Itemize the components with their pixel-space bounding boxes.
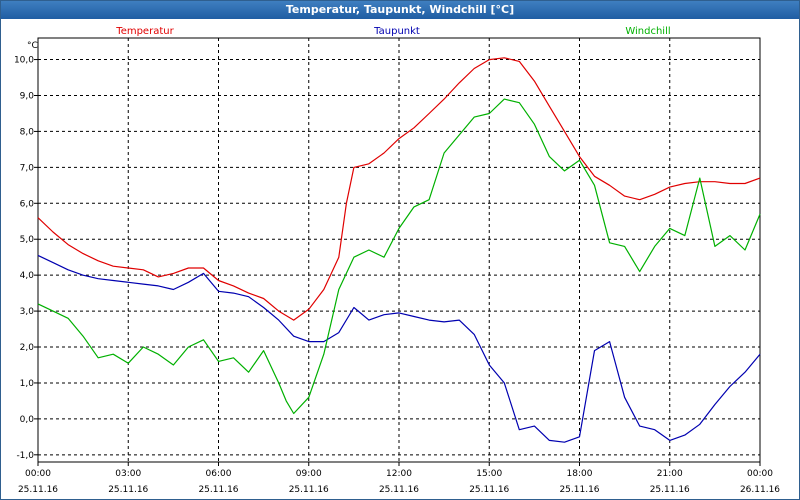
x-tick-date: 25.11.16 — [108, 485, 148, 495]
x-tick-date: 26.11.16 — [740, 485, 780, 495]
x-tick-time: 09:00 — [296, 469, 322, 479]
x-tick-date: 25.11.16 — [559, 485, 599, 495]
legend: Temperatur Taupunkt Windchill — [115, 26, 670, 37]
legend-entry-temperatur: Temperatur — [115, 26, 174, 37]
series-lines — [37, 57, 761, 443]
x-tick-date: 25.11.16 — [650, 485, 690, 495]
y-tick-label: 2,0 — [20, 343, 35, 353]
legend-entry-taupunkt: Taupunkt — [373, 26, 420, 37]
y-tick-label: -1,0 — [16, 451, 34, 461]
x-tick-time: 06:00 — [206, 469, 232, 479]
y-tick-labels: 10,0 9,0 8,0 7,0 6,0 5,0 4,0 3,0 2,0 1,0 0,0 -1,0 — [14, 56, 34, 461]
x-tick-date: 25.11.16 — [289, 485, 329, 495]
x-tick-time: 15:00 — [476, 469, 502, 479]
x-tick-labels: 00:00 25.11.16 03:00 25.11.16 06:00 25.11.16 0… — [18, 469, 780, 495]
axes — [34, 37, 761, 466]
y-tick-label: 0,0 — [20, 415, 35, 425]
x-tick-time: 03:00 — [115, 469, 141, 479]
y-axis-label: °C — [27, 41, 38, 51]
series-line-taupunkt — [37, 254, 761, 443]
legend-entry-windchill: Windchill — [625, 26, 670, 37]
x-tick-date: 25.11.16 — [198, 485, 238, 495]
y-tick-label: 5,0 — [20, 235, 35, 245]
y-tick-label: 10,0 — [14, 56, 34, 66]
x-tick-time: 12:00 — [386, 469, 412, 479]
x-tick-time: 18:00 — [567, 469, 593, 479]
y-tick-label: 6,0 — [20, 199, 35, 209]
x-tick-time: 00:00 — [25, 469, 51, 479]
window-title: Temperatur, Taupunkt, Windchill [°C] — [1, 1, 799, 19]
y-tick-label: 7,0 — [20, 163, 35, 173]
x-tick-date: 25.11.16 — [469, 485, 509, 495]
x-tick-time: 00:00 — [747, 469, 773, 479]
x-tick-time: 21:00 — [657, 469, 683, 479]
y-tick-label: 8,0 — [20, 127, 35, 137]
y-tick-label: 4,0 — [20, 271, 35, 281]
x-tick-date: 25.11.16 — [379, 485, 419, 495]
plot-frame — [37, 37, 761, 463]
y-tick-label: 3,0 — [20, 307, 35, 317]
x-tick-date: 25.11.16 — [18, 485, 58, 495]
grid — [38, 38, 760, 462]
y-tick-label: 1,0 — [20, 379, 35, 389]
y-tick-label: 9,0 — [20, 91, 35, 101]
series-line-temperatur — [37, 57, 761, 321]
series-line-windchill — [37, 98, 761, 415]
